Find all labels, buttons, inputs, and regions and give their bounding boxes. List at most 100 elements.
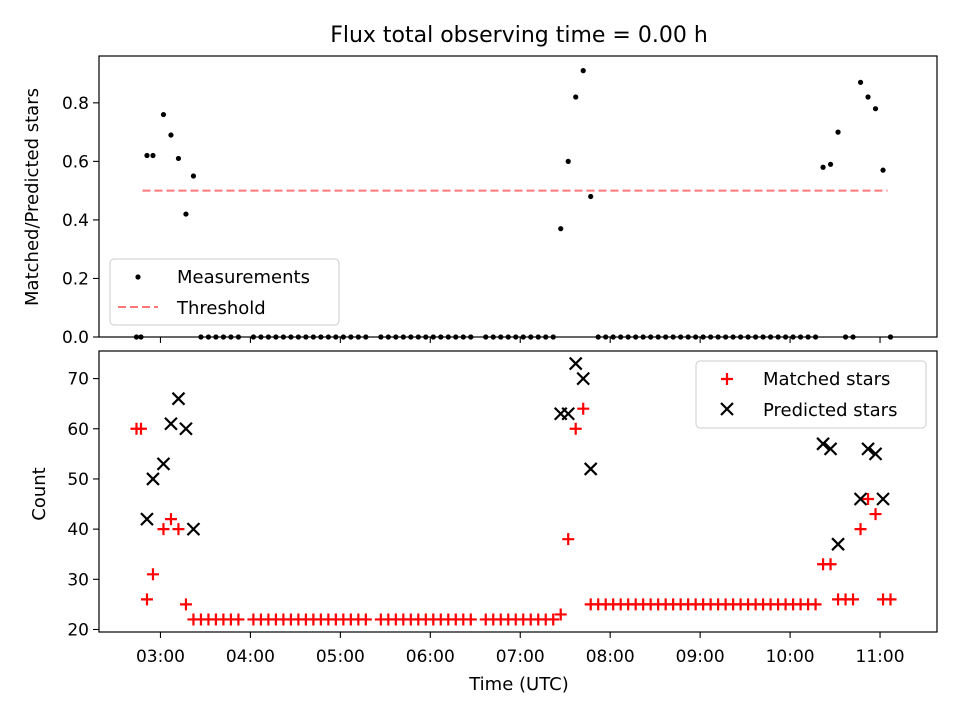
measurement-point: [528, 334, 534, 340]
x-tick-label: 07:00: [496, 647, 545, 667]
measurement-point: [333, 334, 339, 340]
measurement-point: [318, 334, 324, 340]
y-tick-label: 60: [67, 420, 89, 440]
measurement-point: [505, 334, 511, 340]
axes-frame: [98, 350, 938, 633]
matched-stars-point: [869, 508, 882, 521]
x-tick-label: 03:00: [136, 647, 185, 667]
measurement-point: [738, 334, 744, 340]
predicted-stars-point: [816, 437, 830, 451]
matched-stars-point: [809, 598, 822, 611]
x-tick-label: 04:00: [226, 647, 275, 667]
matched-stars-point: [140, 593, 153, 606]
measurement-point: [513, 334, 519, 340]
measurement-point: [625, 334, 631, 340]
matched-stars-point: [562, 533, 575, 546]
measurement-point: [265, 334, 271, 340]
measurement-point: [438, 334, 444, 340]
x-axis-label: Time (UTC): [468, 674, 569, 695]
y-tick-label: 20: [67, 620, 89, 640]
measurement-point: [850, 334, 856, 340]
measurement-point: [133, 334, 140, 340]
measurement-point: [393, 334, 399, 340]
measurement-point: [543, 334, 549, 340]
measurement-point: [460, 334, 466, 340]
measurement-point: [288, 334, 294, 340]
y-tick-label: 0.0: [62, 328, 89, 348]
measurement-point: [138, 334, 144, 340]
matched-stars-point: [824, 558, 837, 571]
measurement-point: [520, 334, 526, 340]
predicted-stars-point: [861, 442, 875, 456]
predicted-stars-point: [831, 537, 845, 551]
matched-stars-point: [854, 523, 867, 536]
measurement-point: [685, 334, 691, 340]
measurement-point: [198, 334, 204, 340]
legend-measurement-marker: [135, 274, 141, 280]
measurement-point: [880, 167, 886, 173]
measurement-point: [168, 132, 174, 138]
measurement-point: [610, 334, 616, 340]
y-tick-label: 30: [67, 570, 89, 590]
predicted-stars-point: [156, 457, 171, 471]
legend-matched-marker: [721, 373, 733, 385]
measurement-point: [430, 334, 436, 340]
measurement-point: [730, 334, 736, 340]
measurement-point: [812, 334, 819, 340]
measurement-point: [423, 334, 429, 340]
measurement-point: [235, 334, 242, 340]
matched-stars-point: [547, 613, 560, 626]
measurement-point: [663, 334, 669, 340]
measurement-point: [693, 334, 699, 340]
measurement-point: [205, 334, 212, 340]
predicted-stars-point: [853, 492, 868, 506]
matched-stars-point: [884, 593, 897, 606]
measurement-point: [790, 334, 796, 340]
y-axis-label: Matched/Predicted stars: [22, 88, 43, 306]
matched-stars-point: [164, 513, 177, 526]
matched-stars-point: [577, 402, 590, 415]
measurement-point: [782, 334, 789, 340]
measurement-point: [190, 173, 197, 179]
matched-stars-point: [134, 422, 147, 435]
measurement-point: [144, 152, 150, 159]
x-tick-label: 06:00: [406, 647, 455, 667]
predicted-stars-point: [823, 442, 838, 456]
y-tick-label: 70: [67, 370, 89, 390]
matched-stars-point: [862, 493, 875, 506]
matched-stars-point: [569, 422, 582, 435]
measurement-point: [753, 334, 759, 340]
legend-label: Measurements: [177, 267, 310, 288]
measurement-point: [573, 94, 579, 100]
measurement-point: [250, 334, 257, 340]
measurement-point: [295, 334, 301, 340]
measurement-point: [228, 334, 234, 340]
measurement-point: [588, 193, 594, 200]
measurement-point: [618, 334, 624, 340]
predicted-stars-point: [583, 462, 598, 476]
matched-stars-point: [172, 523, 185, 536]
measurement-point: [640, 334, 646, 340]
measurement-point: [355, 334, 361, 340]
measurement-point: [280, 334, 286, 340]
measurement-point: [670, 334, 676, 340]
measurement-point: [633, 334, 639, 340]
measurement-point: [348, 334, 354, 340]
measurement-point: [183, 211, 189, 217]
predicted-stars-point: [140, 512, 154, 526]
measurement-point: [835, 129, 841, 135]
measurement-point: [468, 334, 474, 340]
measurement-point: [767, 334, 774, 340]
measurement-point: [865, 94, 871, 100]
measurement-point: [857, 79, 864, 85]
matched-stars-point: [146, 568, 159, 581]
measurement-point: [565, 158, 571, 164]
measurement-point: [415, 334, 421, 340]
legend-predicted-marker: [720, 402, 734, 416]
measurement-point: [258, 334, 264, 340]
bottom-axes: 20 30 40 50 60 70 03:00 04:00 05:00 06:00 07:00 08:…: [29, 350, 938, 667]
measurement-point: [378, 334, 384, 340]
measurement-point: [220, 334, 227, 340]
measurement-point: [498, 334, 504, 340]
